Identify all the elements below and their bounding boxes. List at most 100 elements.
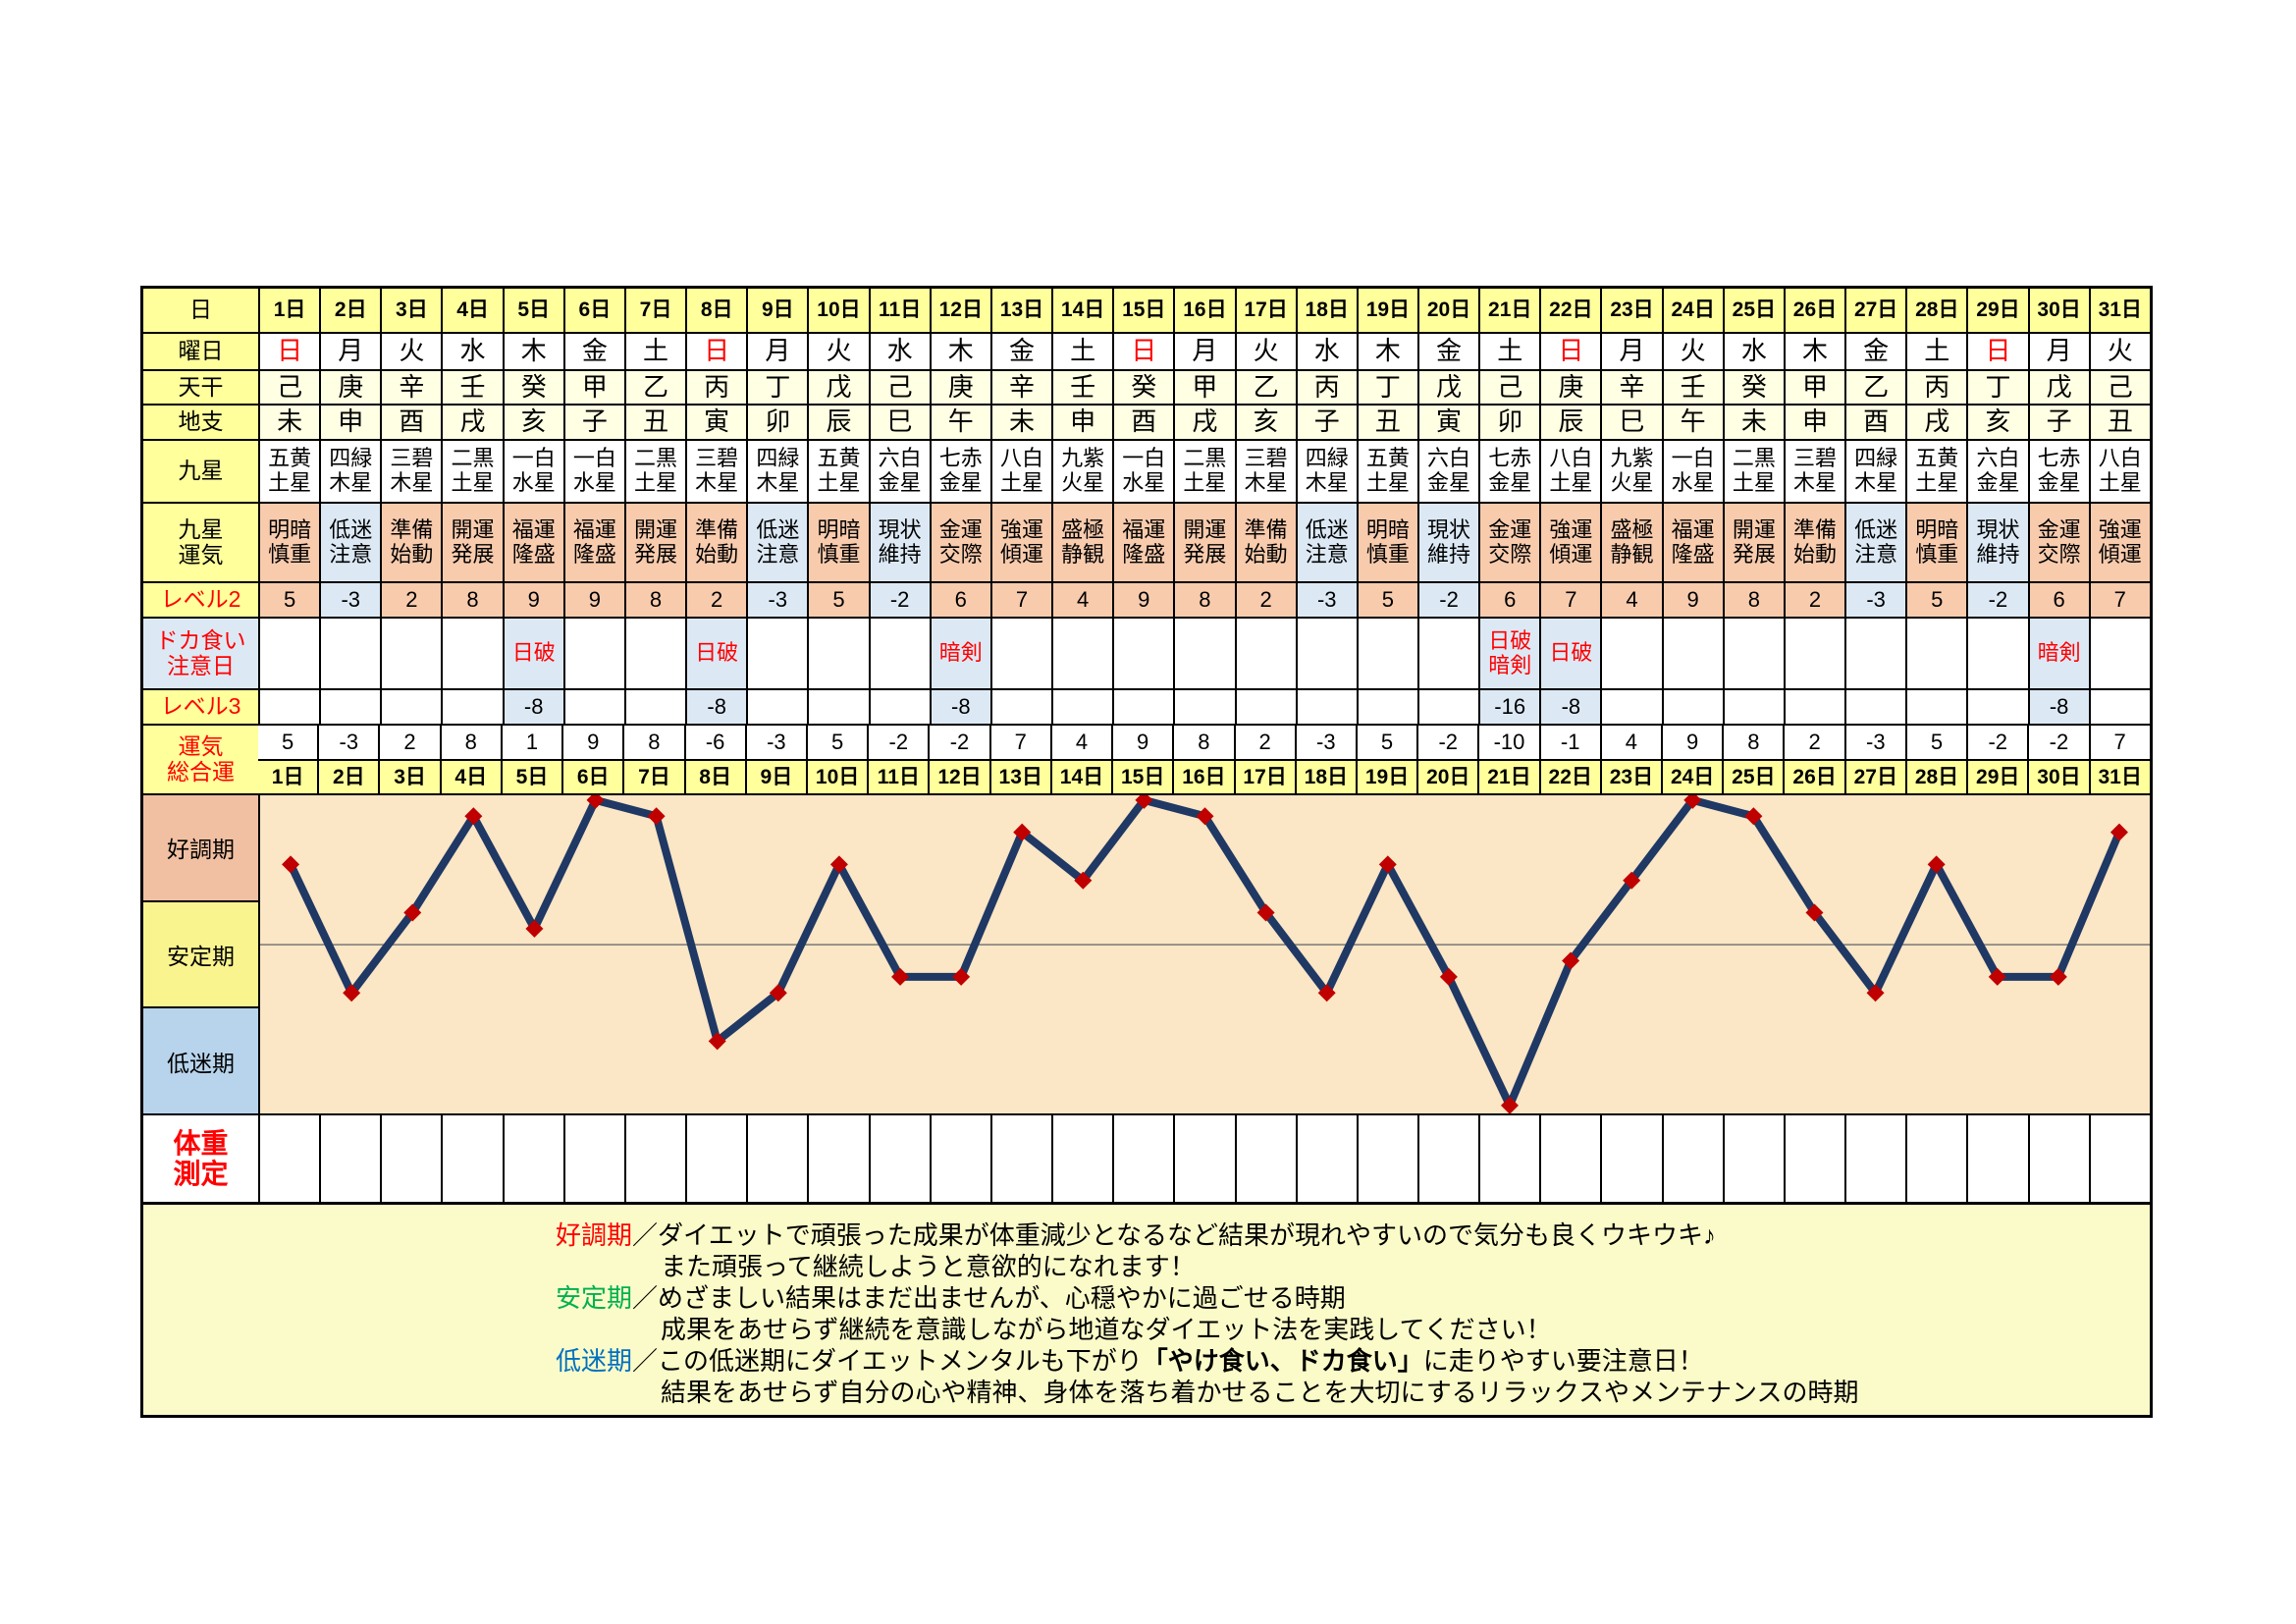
heavenly-stem-cell-3: 辛 <box>380 371 442 404</box>
level3-cell-27 <box>1844 690 1906 724</box>
day-footer-cell-9: 9日 <box>744 760 806 793</box>
caution-cell-1 <box>258 619 320 688</box>
heavenly-stem-cell-20: 戊 <box>1416 371 1479 404</box>
weight-entry-cell-28[interactable] <box>1905 1115 1967 1202</box>
nine-star-cell-13: 八白 土星 <box>989 441 1052 502</box>
earthly-branch-cell-29: 亥 <box>1966 406 2028 439</box>
nine-star-cell-3: 三碧 木星 <box>380 441 442 502</box>
day-header-cell-18: 18日 <box>1295 289 1357 332</box>
heavenly-stem-cell-13: 辛 <box>989 371 1052 404</box>
weight-entry-cell-21[interactable] <box>1478 1115 1540 1202</box>
nine-star-cell-5: 一白 水星 <box>502 441 563 502</box>
weight-entry-cell-10[interactable] <box>807 1115 869 1202</box>
day-header-cell-4: 4日 <box>441 289 503 332</box>
weight-entry-cell-27[interactable] <box>1844 1115 1906 1202</box>
caution-cell-6 <box>562 619 624 688</box>
data-point-marker-5 <box>525 919 544 938</box>
level3-cell-13 <box>989 690 1052 724</box>
total-fortune-cell-3: 2 <box>378 726 440 759</box>
row-label-level2: レベル2 <box>143 583 258 617</box>
nine-star-row: 九星 五黄 土星 四緑 木星 三碧 木星 二黒 土星 一白 水星 一白 水星 二黒 土星 三碧… <box>143 439 2150 502</box>
weight-entry-cell-9[interactable] <box>746 1115 808 1202</box>
weekday-cell-5: 木 <box>502 334 563 369</box>
row-label-stem: 天干 <box>143 371 258 404</box>
weight-entry-cell-20[interactable] <box>1416 1115 1479 1202</box>
caution-cell-29 <box>1966 619 2028 688</box>
chart-plot-background <box>260 795 2150 1113</box>
level3-cell-23 <box>1600 690 1662 724</box>
earthly-branch-cell-12: 午 <box>929 406 990 439</box>
level3-cell-3 <box>380 690 442 724</box>
nine-star-cell-25: 二黒 土星 <box>1722 441 1784 502</box>
weight-entry-cell-6[interactable] <box>562 1115 624 1202</box>
weight-entry-cell-29[interactable] <box>1966 1115 2028 1202</box>
nine-star-fortune-cell-15: 福運 隆盛 <box>1112 504 1174 581</box>
weekday-cell-7: 土 <box>623 334 686 369</box>
total-fortune-cell-4: 8 <box>439 726 501 759</box>
day-header-cell-11: 11日 <box>868 289 930 332</box>
weight-entry-cell-13[interactable] <box>989 1115 1052 1202</box>
weight-entry-cell-30[interactable] <box>2027 1115 2089 1202</box>
nine-star-fortune-cell-30: 金運 交際 <box>2027 504 2089 581</box>
earthly-branch-cell-25: 未 <box>1722 406 1784 439</box>
day-header-cell-17: 17日 <box>1234 289 1296 332</box>
level3-cell-8: -8 <box>685 690 747 724</box>
level3-cell-29 <box>1966 690 2028 724</box>
weight-entry-cell-22[interactable] <box>1539 1115 1601 1202</box>
heavenly-stem-cell-14: 壬 <box>1051 371 1113 404</box>
weight-entry-cell-19[interactable] <box>1356 1115 1417 1202</box>
weight-entry-cell-25[interactable] <box>1722 1115 1784 1202</box>
caution-cell-25 <box>1722 619 1784 688</box>
weight-entry-cell-8[interactable] <box>685 1115 747 1202</box>
weight-entry-cell-5[interactable] <box>502 1115 563 1202</box>
nine-star-cell-15: 一白 水星 <box>1112 441 1174 502</box>
earthly-branch-cell-22: 辰 <box>1539 406 1601 439</box>
weight-entry-cell-16[interactable] <box>1173 1115 1235 1202</box>
weight-entry-cell-23[interactable] <box>1600 1115 1662 1202</box>
heavenly-stem-cell-4: 壬 <box>441 371 503 404</box>
weight-entry-cell-4[interactable] <box>441 1115 503 1202</box>
weight-entry-cell-14[interactable] <box>1051 1115 1113 1202</box>
nine-star-cell-7: 二黒 土星 <box>623 441 686 502</box>
caution-cell-11 <box>868 619 930 688</box>
weight-entry-cell-17[interactable] <box>1234 1115 1296 1202</box>
weight-entry-cell-12[interactable] <box>929 1115 990 1202</box>
weight-entry-cell-24[interactable] <box>1661 1115 1723 1202</box>
weight-entry-cell-7[interactable] <box>623 1115 686 1202</box>
day-header-cell-12: 12日 <box>929 289 990 332</box>
total-fortune-cell-19: 5 <box>1355 726 1417 759</box>
earthly-branch-cell-4: 戌 <box>441 406 503 439</box>
data-point-marker-19 <box>1378 855 1397 874</box>
heavenly-stem-cell-9: 丁 <box>746 371 808 404</box>
data-point-marker-27 <box>1866 984 1885 1002</box>
weight-entry-cell-1[interactable] <box>258 1115 320 1202</box>
weight-entry-cell-2[interactable] <box>319 1115 381 1202</box>
weekday-cell-6: 金 <box>562 334 624 369</box>
heavenly-stem-cell-1: 己 <box>258 371 320 404</box>
level2-cell-19: 5 <box>1356 583 1417 617</box>
fortune-calendar-table: 日 1日 2日 3日 4日 5日 6日 7日 8日 9日 10日 11日 12日 13日 14日 15日 16… <box>140 286 2153 1418</box>
chart-band-label-3: 低迷期 <box>143 1006 258 1114</box>
day-footer-cell-2: 2日 <box>317 760 379 793</box>
level2-cell-20: -2 <box>1416 583 1479 617</box>
data-point-marker-10 <box>829 855 848 874</box>
weight-entry-cell-31[interactable] <box>2088 1115 2150 1202</box>
level2-cell-30: 6 <box>2027 583 2089 617</box>
data-point-marker-22 <box>1562 951 1580 970</box>
weight-entry-cell-3[interactable] <box>380 1115 442 1202</box>
nine-star-fortune-cell-26: 準備 始動 <box>1783 504 1845 581</box>
total-fortune-cell-15: 9 <box>1111 726 1173 759</box>
weight-entry-cell-11[interactable] <box>868 1115 930 1202</box>
weight-entry-cell-26[interactable] <box>1783 1115 1845 1202</box>
data-point-marker-29 <box>1988 967 2006 986</box>
day-footer-cell-13: 13日 <box>988 760 1050 793</box>
weight-entry-cell-15[interactable] <box>1112 1115 1174 1202</box>
weight-entry-cell-18[interactable] <box>1295 1115 1357 1202</box>
level2-row: レベル2 5 -3 2 8 9 9 8 2 -3 5 -2 6 7 4 9 8 2 -3 5 -2 6 7 4 9 8 2 -3 5-… <box>143 581 2150 617</box>
earthly-branch-cell-28: 戌 <box>1905 406 1967 439</box>
nine-star-cell-21: 七赤 金星 <box>1478 441 1540 502</box>
day-footer-cell-3: 3日 <box>378 760 440 793</box>
level2-cell-2: -3 <box>319 583 381 617</box>
total-fortune-cell-13: 7 <box>988 726 1050 759</box>
